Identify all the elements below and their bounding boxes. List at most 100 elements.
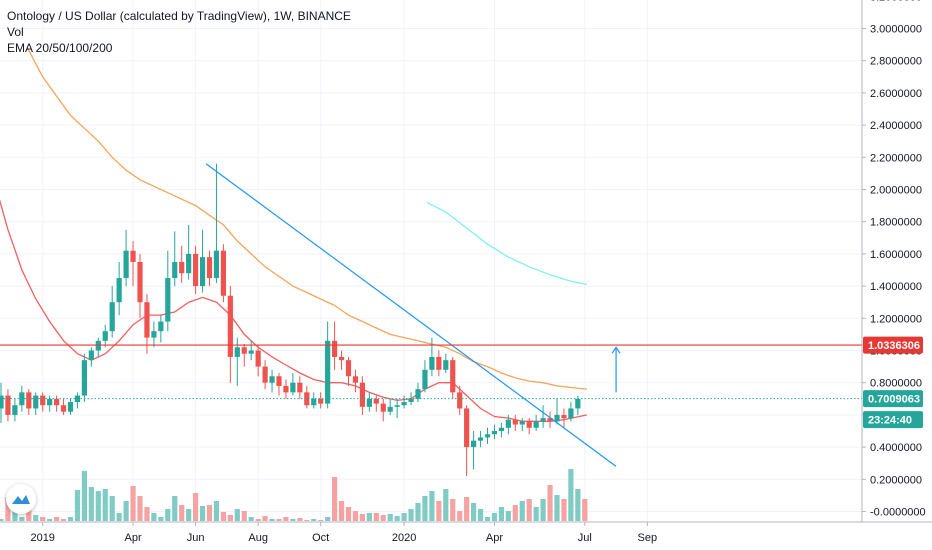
candle-body <box>311 398 317 406</box>
volume-bar <box>505 511 511 521</box>
candle-body <box>366 398 372 407</box>
volume-bar <box>255 519 261 521</box>
candle-body <box>394 405 400 407</box>
x-tick-label: Sep <box>638 532 658 544</box>
candle-body <box>464 408 470 448</box>
volume-bars <box>0 469 588 521</box>
candle-body <box>248 350 254 354</box>
volume-bar <box>130 486 136 521</box>
volume-bar <box>540 499 546 521</box>
last-price-label-bg <box>863 390 923 408</box>
volume-bar <box>0 519 4 521</box>
chart-grid <box>0 0 862 522</box>
volume-bar <box>568 469 574 521</box>
candle-body <box>144 302 150 338</box>
ema50-line <box>26 47 587 390</box>
volume-bar <box>387 514 393 521</box>
candle-body <box>547 418 553 422</box>
candle-body <box>568 408 574 419</box>
volume-bar <box>582 499 588 521</box>
candle-body <box>241 347 247 354</box>
volume-bar <box>262 516 268 521</box>
volume-bar <box>206 505 213 521</box>
y-tick-label: 1.2000000 <box>870 313 922 325</box>
volume-bar <box>373 513 379 521</box>
volume-bar <box>297 518 303 521</box>
volume-bar <box>67 517 74 521</box>
y-tick-label: 3.2000000 <box>870 0 922 3</box>
candle-body <box>193 253 199 287</box>
volume-bar <box>137 496 143 521</box>
candle-body <box>540 418 546 422</box>
candle-body <box>60 405 67 412</box>
trendline <box>205 163 617 467</box>
volume-bar <box>81 471 87 521</box>
volume-bar <box>193 493 199 521</box>
candle-body <box>12 405 18 415</box>
candle-body <box>88 350 94 361</box>
volume-bar <box>186 509 192 521</box>
volume-bar <box>575 489 581 521</box>
candle-body <box>158 321 164 332</box>
volume-bar <box>554 495 560 521</box>
volume-bar <box>491 513 498 521</box>
y-tick-label: -0.0000000 <box>870 507 926 519</box>
candle-body <box>81 360 87 396</box>
volume-bar <box>443 489 449 521</box>
candle-body <box>422 369 428 390</box>
candle-body <box>359 382 365 407</box>
candle-body <box>116 278 122 303</box>
y-tick-label: 1.8000000 <box>870 217 922 229</box>
candle-body <box>151 331 157 338</box>
volume-bar <box>380 515 386 521</box>
x-tick-label: Apr <box>486 532 503 544</box>
volume-bar <box>26 505 32 521</box>
volume-bar <box>394 516 400 521</box>
volume-bar <box>408 509 414 521</box>
volume-bar <box>290 519 296 521</box>
volume-bar <box>151 513 157 521</box>
volume-bar <box>325 517 331 521</box>
candle-body <box>262 366 268 383</box>
volume-bar <box>526 499 532 521</box>
y-tick-label: 0.4000000 <box>870 442 922 454</box>
volume-bar <box>40 517 46 521</box>
candle-body <box>33 395 39 409</box>
x-tick-label: 2019 <box>30 532 54 544</box>
x-tick-label: Jul <box>578 532 592 544</box>
tradingview-logo-icon[interactable] <box>6 484 36 514</box>
volume-bar <box>464 497 470 521</box>
candle-body <box>179 261 185 274</box>
volume-bar <box>283 517 289 521</box>
resistance-price-label: 1.0336306 <box>868 340 920 352</box>
volume-bar <box>47 519 53 521</box>
volume-bar <box>338 501 345 521</box>
legend-title: Ontology / US Dollar (calculated by Trad… <box>7 9 351 23</box>
volume-bar <box>345 507 352 521</box>
resistance-price-label-bg <box>863 336 923 354</box>
candle-body <box>526 421 532 428</box>
y-tick-label: 2.2000000 <box>870 152 922 164</box>
y-tick-label: 2.0000000 <box>870 185 922 197</box>
candle-body <box>436 356 442 370</box>
y-tick-label: 2.4000000 <box>870 120 922 132</box>
volume-bar <box>123 501 129 521</box>
candle-body <box>172 261 178 279</box>
volume-bar <box>109 496 115 521</box>
candle-body <box>227 295 233 357</box>
volume-bar <box>547 485 553 521</box>
volume-bar <box>241 511 247 521</box>
candle-body <box>137 261 143 303</box>
volume-bar <box>269 519 275 521</box>
candle-body <box>130 250 136 262</box>
volume-bar <box>102 489 108 521</box>
candle-body <box>450 360 456 393</box>
x-tick-label: Aug <box>248 532 268 544</box>
volume-bar <box>512 505 518 521</box>
volume-bar <box>304 520 310 521</box>
volume-bar <box>415 503 421 521</box>
candle-body <box>54 398 60 406</box>
candle-body <box>297 382 303 393</box>
